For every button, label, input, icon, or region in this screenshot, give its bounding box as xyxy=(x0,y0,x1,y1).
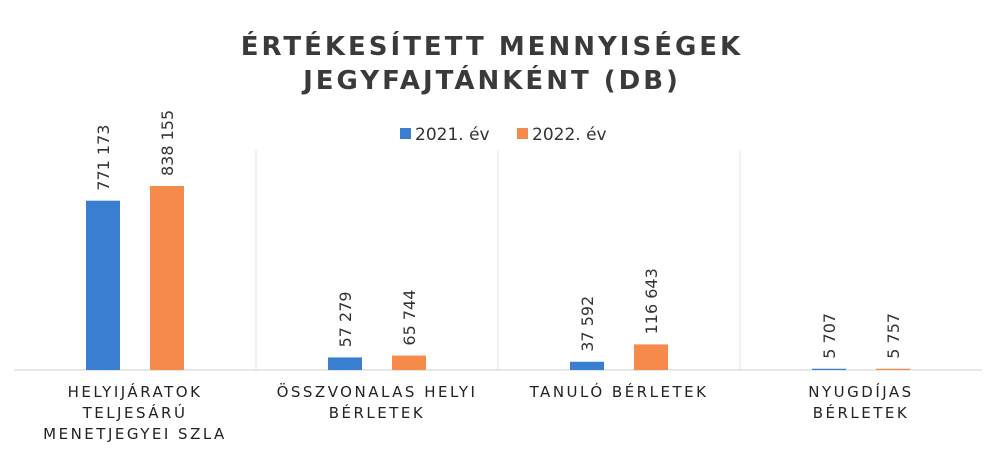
bar xyxy=(328,357,362,370)
x-tick-label: TANULÓ BÉRLETEK xyxy=(529,383,709,401)
chart-title: ÉRTÉKESÍTETT MENNYISÉGEK JEGYFAJTÁNKÉNT … xyxy=(240,32,744,96)
bar xyxy=(876,368,910,370)
bar xyxy=(392,355,426,370)
legend-label: 2021. év xyxy=(415,125,490,145)
bar xyxy=(812,368,846,370)
value-label: 5 757 xyxy=(884,313,903,359)
value-label: 57 279 xyxy=(336,291,355,347)
value-label: 771 173 xyxy=(94,125,113,191)
bar xyxy=(86,200,120,370)
value-label: 116 643 xyxy=(642,268,661,334)
x-tick-label: HELYIJÁRATOK TELJESÁRÚ MENETJEGYEI SZLA xyxy=(43,383,227,443)
value-label: 65 744 xyxy=(400,290,419,346)
value-label: 838 155 xyxy=(158,110,177,176)
x-tick-label: ÖSSZVONALAS HELYI BÉRLETEK xyxy=(276,383,478,422)
legend-swatch xyxy=(517,128,528,139)
bar xyxy=(634,344,668,370)
bar xyxy=(570,361,604,370)
legend-label: 2022. év xyxy=(532,125,607,145)
legend-swatch xyxy=(400,128,411,139)
value-label: 37 592 xyxy=(578,296,597,352)
value-label: 5 707 xyxy=(820,313,839,359)
bar xyxy=(150,186,184,370)
x-tick-label: NYUGDÍJAS BÉRLETEK xyxy=(808,383,914,422)
